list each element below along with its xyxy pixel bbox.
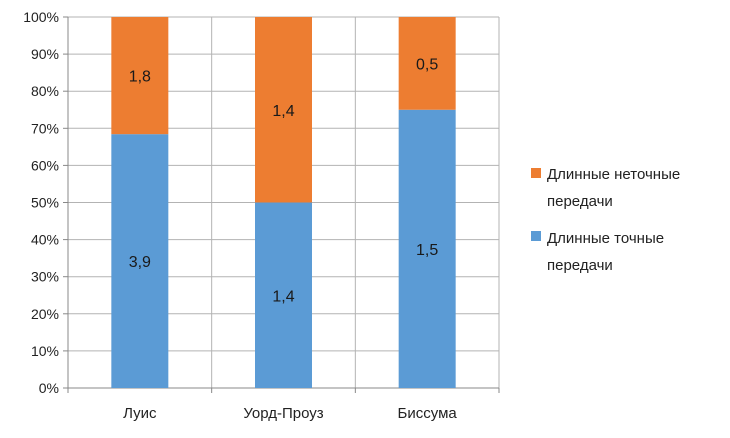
data-label: 1,4 (272, 103, 294, 120)
legend: Длинные неточные передачи Длинные точные… (531, 166, 680, 274)
y-tick-label: 60% (31, 157, 59, 173)
category-label: Уорд-Проуз (243, 405, 323, 422)
y-tick-label: 0% (39, 380, 59, 396)
category-label: Луис (123, 405, 157, 422)
legend-swatch-inaccurate (531, 168, 541, 178)
y-tick-label: 40% (31, 232, 59, 248)
bar-segment (255, 17, 312, 203)
bar-layer (111, 17, 456, 388)
axis-layer: 0% 10% 20% 30% 40% 50% 60% 70% 80% 90% 100% Луис Уор… (23, 9, 500, 422)
legend-label-accurate-line1: Длинные точные (547, 230, 664, 247)
label-layer: 3,9 1,8 1,4 1,4 1,5 0,5 (129, 56, 439, 305)
bar-segment (111, 134, 169, 388)
legend-label-inaccurate-line2: передачи (547, 193, 613, 210)
legend-label-inaccurate-line1: Длинные неточные (547, 166, 680, 183)
data-label: 1,5 (416, 242, 438, 259)
bar-segment (255, 202, 312, 388)
bar-segment (111, 17, 169, 135)
data-label: 1,4 (272, 288, 294, 305)
y-tick-label: 50% (31, 195, 59, 211)
bar-segment (398, 17, 456, 110)
legend-swatch-accurate (531, 231, 541, 241)
category-label: Биссума (398, 405, 458, 422)
data-label: 3,9 (129, 254, 151, 271)
y-tick-label: 80% (31, 83, 59, 99)
legend-label-accurate-line2: передачи (547, 257, 613, 274)
y-tick-label: 30% (31, 269, 59, 285)
bar-segment (398, 109, 456, 388)
y-tick-label: 20% (31, 306, 59, 322)
y-tick-label: 90% (31, 46, 59, 62)
data-label: 1,8 (129, 69, 151, 86)
y-tick-label: 70% (31, 120, 59, 136)
y-tick-label: 100% (23, 9, 59, 25)
y-tick-label: 10% (31, 343, 59, 359)
data-label: 0,5 (416, 56, 438, 73)
